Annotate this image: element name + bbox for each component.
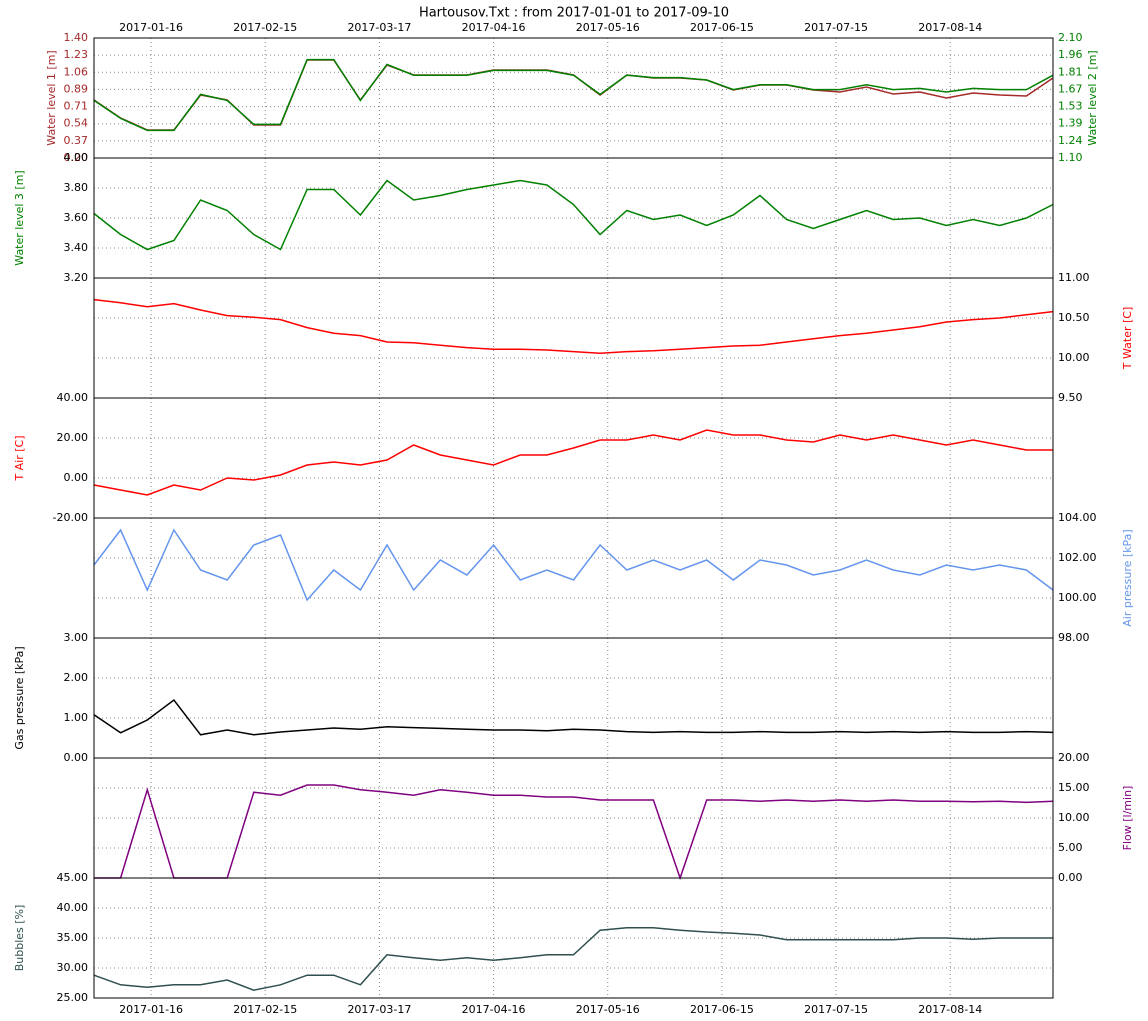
- series-line: [93, 59, 1054, 131]
- y-tick-label: 40.00: [57, 901, 89, 914]
- y-tick-label: 0.00: [64, 751, 89, 764]
- panel-frame: [93, 277, 1054, 399]
- y-tick-label: 0.54: [64, 117, 89, 130]
- y-tick-label: 3.00: [64, 631, 89, 644]
- x-tick-label: 2017-07-15: [804, 1003, 868, 1016]
- x-tick-label: 2017-03-17: [347, 21, 411, 34]
- y-tick-label: 1.23: [64, 48, 89, 61]
- y-axis-label: Water level 1 [m]: [45, 50, 58, 145]
- y2-tick-label: 10.50: [1058, 311, 1090, 324]
- x-tick-label: 2017-02-15: [233, 21, 297, 34]
- x-tick-label: 2017-01-16: [119, 1003, 183, 1016]
- y-tick-label: 3.80: [64, 181, 89, 194]
- x-tick-label: 2017-06-15: [690, 21, 754, 34]
- y2-tick-label: 9.50: [1058, 391, 1083, 404]
- y-tick-label: 2.00: [64, 671, 89, 684]
- series-line: [93, 528, 1054, 602]
- y2-tick-label: 11.00: [1058, 271, 1090, 284]
- y2-axis-label: Flow [l/min]: [1121, 786, 1134, 851]
- y-tick-label: 1.06: [64, 65, 89, 78]
- panel-frame: [93, 37, 1054, 159]
- x-tick-label: 2017-08-14: [918, 1003, 982, 1016]
- y-tick-label: 45.00: [57, 871, 89, 884]
- y2-axis-label: T Water [C]: [1121, 307, 1134, 371]
- y-tick-label: 40.00: [57, 391, 89, 404]
- x-tick-label: 2017-04-16: [462, 21, 526, 34]
- x-tick-label: 2017-01-16: [119, 21, 183, 34]
- y2-tick-label: 15.00: [1058, 781, 1090, 794]
- y-tick-label: 3.40: [64, 241, 89, 254]
- y-tick-label: 0.20: [64, 151, 89, 164]
- panel-frame: [93, 637, 1054, 759]
- x-tick-label: 2017-06-15: [690, 1003, 754, 1016]
- series-line: [93, 429, 1053, 496]
- y2-tick-label: 1.53: [1058, 100, 1083, 113]
- series-line: [93, 698, 1054, 736]
- y-tick-label: 20.00: [57, 431, 89, 444]
- y2-tick-label: 5.00: [1058, 841, 1083, 854]
- x-tick-label: 2017-02-15: [233, 1003, 297, 1016]
- x-tick-label: 2017-03-17: [347, 1003, 411, 1016]
- panel-frame: [93, 517, 1054, 639]
- y2-tick-label: 1.24: [1058, 134, 1083, 147]
- x-tick-label: 2017-05-16: [576, 21, 640, 34]
- chart-title: Hartousov.Txt : from 2017-01-01 to 2017-…: [419, 6, 729, 21]
- y-axis-label: Gas pressure [kPa]: [13, 646, 26, 749]
- y-tick-label: 30.00: [57, 961, 89, 974]
- series-line: [93, 58, 1054, 132]
- y-tick-label: 1.40: [64, 31, 89, 44]
- y2-axis-label: Water level 2 [m]: [1086, 50, 1099, 145]
- y2-tick-label: 1.39: [1058, 117, 1083, 130]
- y-tick-label: 35.00: [57, 931, 89, 944]
- y2-tick-label: 104.00: [1058, 511, 1097, 524]
- y2-tick-label: 10.00: [1058, 811, 1090, 824]
- y2-tick-label: 98.00: [1058, 631, 1090, 644]
- series-line: [93, 179, 1054, 251]
- y2-tick-label: 100.00: [1058, 591, 1097, 604]
- y2-tick-label: 2.10: [1058, 31, 1083, 44]
- y2-tick-label: 1.96: [1058, 48, 1083, 61]
- x-tick-label: 2017-07-15: [804, 21, 868, 34]
- y2-tick-label: 1.10: [1058, 151, 1083, 164]
- y-axis-label: T Air [C]: [13, 435, 26, 481]
- y2-tick-label: 1.67: [1058, 82, 1083, 95]
- panel-frame: [93, 397, 1054, 519]
- y-tick-label: 3.20: [64, 271, 89, 284]
- y-tick-label: 3.60: [64, 211, 89, 224]
- y-tick-label: 0.71: [64, 100, 89, 113]
- y-axis-label: Water level 3 [m]: [13, 170, 26, 265]
- x-tick-label: 2017-08-14: [918, 21, 982, 34]
- y2-tick-label: 10.00: [1058, 351, 1090, 364]
- series-line: [93, 927, 1053, 991]
- x-tick-label: 2017-05-16: [576, 1003, 640, 1016]
- y2-tick-label: 102.00: [1058, 551, 1097, 564]
- panel-frame: [93, 877, 1054, 999]
- y2-tick-label: 0.00: [1058, 871, 1083, 884]
- series-line: [93, 298, 1054, 354]
- y2-axis-label: Air pressure [kPa]: [1121, 529, 1134, 626]
- y-axis-label: Bubbles [%]: [13, 905, 26, 972]
- y-tick-label: 1.00: [64, 711, 89, 724]
- y-tick-label: 0.89: [64, 82, 89, 95]
- y-tick-label: 4.00: [64, 151, 89, 164]
- y2-tick-label: 1.81: [1058, 65, 1083, 78]
- series-line: [94, 784, 1054, 881]
- y2-tick-label: 20.00: [1058, 751, 1090, 764]
- y-tick-label: -20.00: [53, 511, 88, 524]
- x-tick-label: 2017-04-16: [462, 1003, 526, 1016]
- y-tick-label: 0.37: [64, 134, 89, 147]
- panel-frame: [93, 757, 1054, 879]
- y-tick-label: 25.00: [57, 991, 89, 1004]
- y-tick-label: 0.00: [64, 471, 89, 484]
